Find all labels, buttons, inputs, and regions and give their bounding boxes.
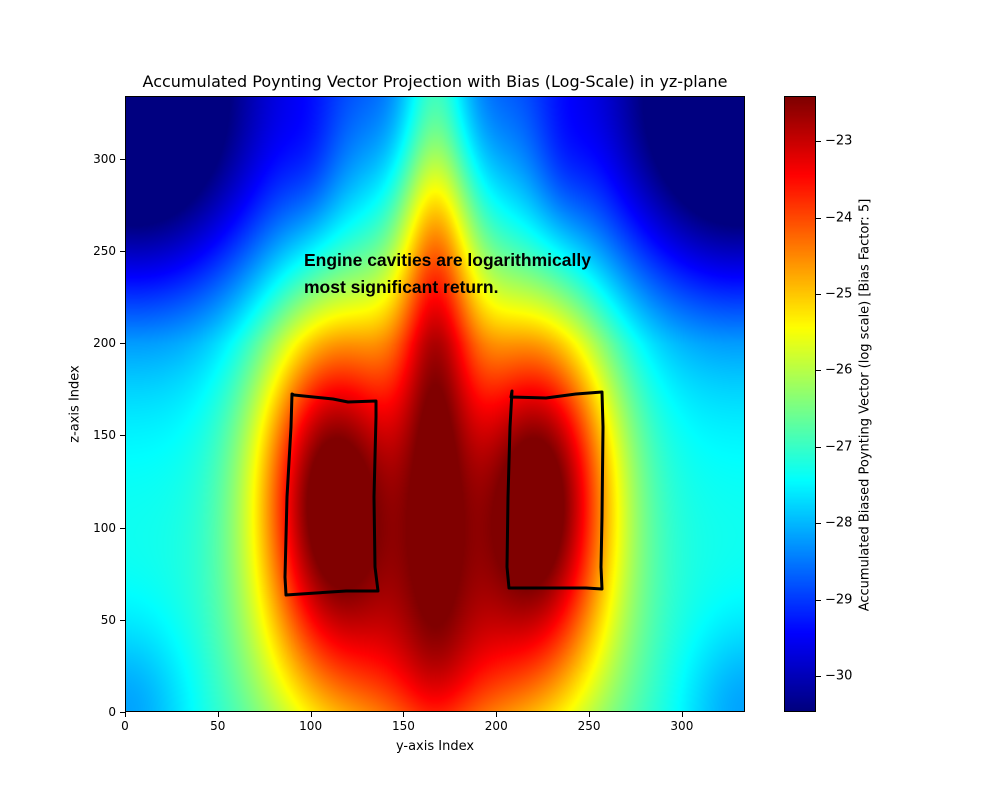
x-tick-label: 150	[391, 719, 415, 733]
y-tick-label: 300	[93, 151, 116, 166]
heatmap-image	[126, 97, 744, 711]
y-tick	[120, 343, 125, 345]
x-tick-label: 200	[484, 719, 508, 733]
y-tick	[120, 619, 125, 621]
colorbar-tick	[816, 370, 821, 372]
y-tick-label: 100	[93, 520, 116, 535]
colorbar-tick-label: −29	[825, 592, 853, 608]
colorbar-tick	[816, 217, 821, 219]
x-tick	[589, 712, 591, 717]
y-tick-label: 200	[93, 336, 116, 351]
colorbar-tick	[816, 293, 821, 295]
y-tick	[120, 435, 125, 437]
x-tick	[125, 712, 126, 717]
x-tick	[403, 712, 405, 717]
colorbar-tick-label: −25	[825, 286, 853, 302]
y-tick-label: 0	[108, 705, 116, 719]
x-axis-label: y-axis Index	[395, 739, 475, 754]
colorbar-tick	[816, 676, 821, 678]
y-tick	[120, 250, 125, 252]
x-tick-label: 300	[670, 719, 694, 733]
colorbar-tick	[816, 141, 821, 143]
colorbar-tick-label: −23	[825, 133, 853, 149]
annotation-line-2: most significant return.	[304, 277, 499, 297]
colorbar-tick-label: −24	[825, 210, 853, 226]
colorbar-tick-label: −30	[825, 668, 853, 684]
y-tick	[120, 158, 125, 160]
heatmap-plot-area	[125, 96, 745, 712]
x-tick	[217, 712, 219, 717]
x-tick	[310, 712, 312, 717]
colorbar	[784, 96, 816, 712]
colorbar-tick-label: −26	[825, 362, 853, 378]
y-axis-label: z-axis Index	[67, 365, 83, 443]
y-tick	[120, 712, 125, 713]
colorbar-tick	[816, 523, 821, 525]
x-tick-label: 100	[299, 719, 323, 733]
hand-drawn-annotations	[283, 389, 605, 597]
y-tick-label: 250	[93, 243, 116, 258]
x-tick-label: 50	[210, 719, 226, 733]
chart-title: Accumulated Poynting Vector Projection w…	[142, 72, 728, 91]
x-tick-label: 250	[577, 719, 601, 733]
colorbar-tick	[816, 599, 821, 601]
x-tick	[496, 712, 498, 717]
y-tick-label: 50	[100, 612, 116, 627]
colorbar-tick-label: −28	[825, 515, 853, 531]
colorbar-tick-label: −27	[825, 439, 853, 455]
y-tick-label: 150	[93, 428, 116, 443]
right-cavity-outline	[505, 389, 605, 591]
colorbar-label: Accumulated Biased Poynting Vector (log …	[857, 198, 873, 612]
left-cavity-outline	[283, 392, 380, 597]
y-tick	[120, 527, 125, 529]
colorbar-tick	[816, 446, 821, 448]
annotation-text: Engine cavities are logarithmically most…	[304, 247, 591, 301]
x-tick-label: 0	[121, 719, 129, 733]
x-tick	[681, 712, 683, 717]
annotation-line-1: Engine cavities are logarithmically	[304, 250, 591, 270]
